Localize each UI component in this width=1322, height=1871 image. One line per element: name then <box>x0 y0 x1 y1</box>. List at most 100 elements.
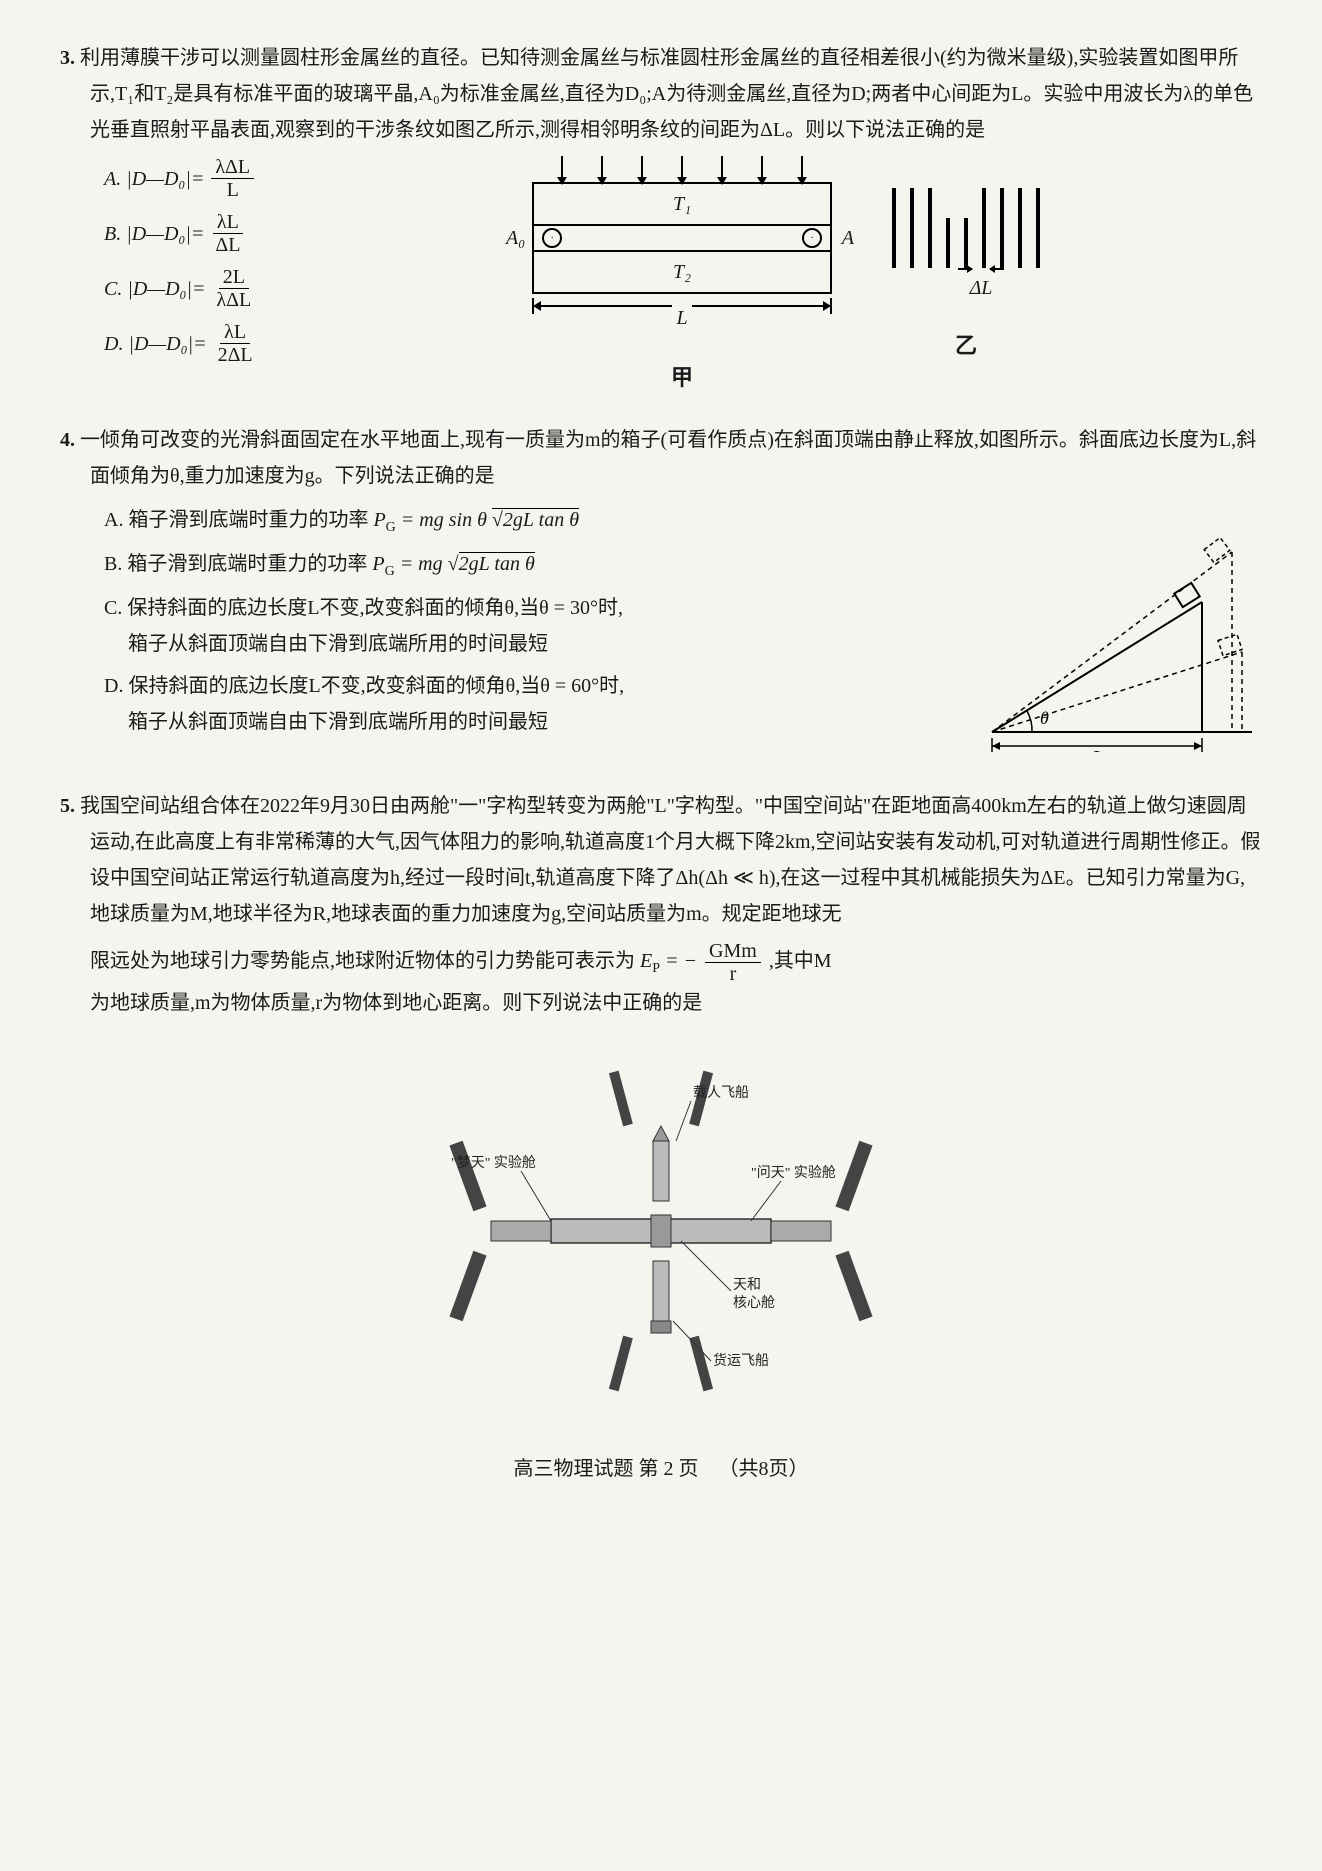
arrow-left-icon <box>990 268 1004 270</box>
L-label: L <box>1091 747 1103 752</box>
optB-prefix: B. |D—D₀|= <box>104 216 204 252</box>
optC-line2: 箱子从斜面顶端自由下滑到底端所用的时间最短 <box>104 633 548 655</box>
arrow-down-icon <box>601 156 603 184</box>
wire-a-icon: · <box>802 228 822 248</box>
dL-label: ΔL <box>970 270 993 306</box>
arrow-down-icon <box>641 156 643 184</box>
manned-label: 载人飞船 <box>693 1085 749 1101</box>
core1-label: 天和 <box>733 1277 761 1293</box>
optA-mid: = mg sin θ <box>396 509 487 531</box>
q5-P: P <box>652 961 660 976</box>
jia-label: 甲 <box>671 358 693 398</box>
optA-sqrt: 2gL tan θ <box>503 508 579 531</box>
q4-option-a: A. 箱子滑到底端时重力的功率 PG = mg sin θ √2gL tan θ <box>104 502 966 540</box>
fringe-line <box>928 188 932 268</box>
q5-figure: 载人飞船 "梦天" 实验舱 "问天" 实验舱 天和 核心舱 货运飞船 <box>60 1041 1262 1421</box>
L-label: L <box>672 300 692 336</box>
jia-t1: T₁ <box>534 184 830 226</box>
q4-option-c: C. 保持斜面的底边长度L不变,改变斜面的倾角θ,当θ = 30°时, 箱子从斜… <box>104 590 966 662</box>
optB-sub: G <box>385 564 395 579</box>
q5-fden: r <box>726 963 741 985</box>
optC-prefix: C. |D—D₀|= <box>104 271 205 307</box>
jia-box: T₁ A₀ · · A T₂ <box>532 182 832 294</box>
optD-frac: λL 2ΔL <box>214 321 257 366</box>
optC-den: λΔL <box>212 289 255 311</box>
q3-options: A. |D—D₀|= λΔL L B. |D—D₀|= λL ΔL C. |D—… <box>60 156 290 376</box>
page-footer: 高三物理试题 第 2 页 （共8页） <box>60 1451 1262 1487</box>
q4-layout: A. 箱子滑到底端时重力的功率 PG = mg sin θ √2gL tan θ… <box>60 502 1262 764</box>
jia-t2: T₂ <box>534 252 830 292</box>
footer-right: （共8页） <box>719 1458 809 1480</box>
arrow-down-icon <box>681 156 683 184</box>
q5-stem-line3: 为地球质量,m为物体质量,r为物体到地心距离。则下列说法中正确的是 <box>60 985 1262 1021</box>
question-5: 5. 我国空间站组合体在2022年9月30日由两舱"一"字构型转变为两舱"L"字… <box>60 788 1262 1421</box>
optB-num: λL <box>213 211 243 234</box>
optD-line2: 箱子从斜面顶端自由下滑到底端所用的时间最短 <box>104 711 548 733</box>
question-3: 3. 利用薄膜干涉可以测量圆柱形金属丝的直径。已知待测金属丝与标准圆柱形金属丝的… <box>60 40 1262 398</box>
q5-fnum: GMm <box>705 940 761 963</box>
optB-sqrt: 2gL tan θ <box>459 552 535 575</box>
jia-arrows <box>542 156 822 184</box>
fringe-line <box>1036 188 1040 268</box>
q3-option-c: C. |D—D₀|= 2L λΔL <box>104 266 290 311</box>
q4-options: A. 箱子滑到底端时重力的功率 PG = mg sin θ √2gL tan θ… <box>60 502 966 764</box>
q5-stem-1: 我国空间站组合体在2022年9月30日由两舱"一"字构型转变为两舱"L"字构型。… <box>80 795 1261 925</box>
q4-stem: 4. 一倾角可改变的光滑斜面固定在水平地面上,现有一质量为m的箱子(可看作质点)… <box>60 422 1262 494</box>
arrow-down-icon <box>721 156 723 184</box>
q5-num: 5. <box>60 795 75 817</box>
optA-sub: G <box>386 520 396 535</box>
figure-yi: ΔL 乙 <box>892 188 1040 366</box>
optD-prefix: D. |D—D₀|= <box>104 326 207 362</box>
q3-option-d: D. |D—D₀|= λL 2ΔL <box>104 321 290 366</box>
fringe-line <box>892 188 896 268</box>
fringe-line <box>1000 188 1004 268</box>
q3-layout: A. |D—D₀|= λΔL L B. |D—D₀|= λL ΔL C. |D—… <box>60 156 1262 398</box>
figure-jia: T₁ A₀ · · A T₂ L 甲 <box>532 156 832 398</box>
theta-label: θ <box>1040 708 1049 728</box>
dream-label: "梦天" 实验舱 <box>451 1155 536 1171</box>
A0-label: A₀ <box>506 220 525 256</box>
optD-den: 2ΔL <box>214 344 257 366</box>
q4-option-b: B. 箱子滑到底端时重力的功率 PG = mg √2gL tan θ <box>104 546 966 584</box>
arrow-down-icon <box>801 156 803 184</box>
q5-s2b: ,其中M <box>769 950 832 972</box>
fringe-line <box>910 188 914 268</box>
q5-stem-line2: 限远处为地球引力零势能点,地球附近物体的引力势能可表示为 EP = − GMm … <box>60 940 1262 985</box>
optC-line1: C. 保持斜面的底边长度L不变,改变斜面的倾角θ,当θ = 30°时, <box>104 597 623 619</box>
fringe-line <box>982 188 986 268</box>
q5-E: E <box>640 950 652 972</box>
q5-stem: 5. 我国空间站组合体在2022年9月30日由两舱"一"字构型转变为两舱"L"字… <box>60 788 1262 932</box>
arrow-down-icon <box>561 156 563 184</box>
q3-stem: 3. 利用薄膜干涉可以测量圆柱形金属丝的直径。已知待测金属丝与标准圆柱形金属丝的… <box>60 40 1262 148</box>
q3-option-a: A. |D—D₀|= λΔL L <box>104 156 290 201</box>
optB-P: P <box>372 553 384 575</box>
arrow-right-icon <box>958 268 972 270</box>
optB-mid: = mg <box>395 553 443 575</box>
optC-num: 2L <box>219 266 249 289</box>
fringe-line <box>964 218 968 268</box>
footer-left: 高三物理试题 第 2 页 <box>514 1458 699 1480</box>
optA-pre: A. 箱子滑到底端时重力的功率 <box>104 509 368 531</box>
optA-frac: λΔL L <box>211 156 254 201</box>
q3-figures: T₁ A₀ · · A T₂ L 甲 <box>310 156 1262 398</box>
optD-num: λL <box>220 321 250 344</box>
yi-label: 乙 <box>955 326 977 366</box>
q3-option-b: B. |D—D₀|= λL ΔL <box>104 211 290 256</box>
q4-option-d: D. 保持斜面的底边长度L不变,改变斜面的倾角θ,当θ = 60°时, 箱子从斜… <box>104 668 966 740</box>
q5-frac: GMm r <box>705 940 761 985</box>
fringe-line <box>1018 188 1022 268</box>
optB-pre: B. 箱子滑到底端时重力的功率 <box>104 553 367 575</box>
optB-den: ΔL <box>211 234 244 256</box>
A-label: A <box>842 220 854 256</box>
wentian-label: "问天" 实验舱 <box>751 1165 836 1181</box>
fringes <box>892 188 1040 268</box>
q5-neg: = − <box>660 950 697 972</box>
q4-figure: θ L <box>982 532 1262 764</box>
q4-stem-text: 一倾角可改变的光滑斜面固定在水平地面上,现有一质量为m的箱子(可看作质点)在斜面… <box>80 429 1256 487</box>
incline-svg: θ L <box>982 532 1262 752</box>
core2-label: 核心舱 <box>733 1295 775 1311</box>
optB-frac: λL ΔL <box>211 211 244 256</box>
optA-prefix: A. |D—D₀|= <box>104 161 204 197</box>
optA-den: L <box>223 179 243 201</box>
q5-s2a: 限远处为地球引力零势能点,地球附近物体的引力势能可表示为 <box>90 950 635 972</box>
